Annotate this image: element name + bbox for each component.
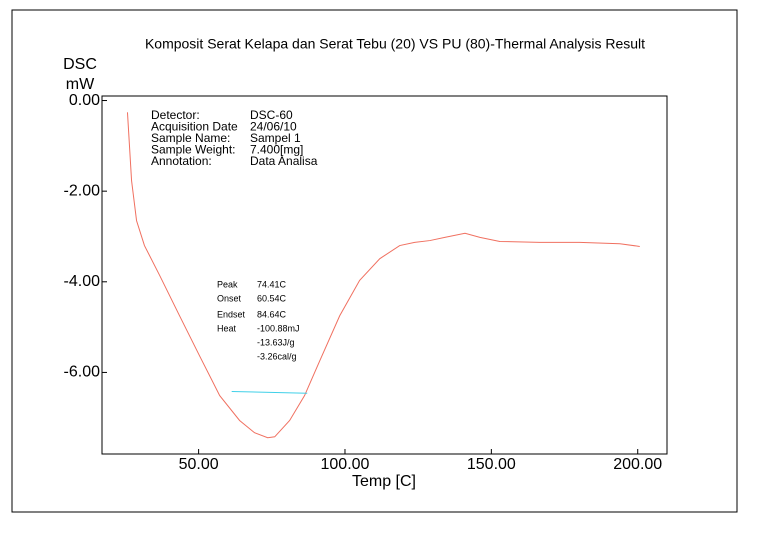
y-tick-label: -4.00 [64, 273, 101, 290]
info-label: Sample Name: [151, 131, 230, 145]
peak-label: Endset [217, 309, 246, 319]
info-value: 24/06/10 [250, 120, 297, 134]
info-value: DSC-60 [250, 108, 293, 122]
peak-value: 84.64C [257, 309, 287, 319]
x-tick-label: 200.00 [613, 456, 662, 473]
peak-value: 74.41C [257, 279, 287, 289]
info-value: Sampel 1 [250, 131, 301, 145]
info-value: Data Analisa [250, 154, 318, 168]
y-tick-label: 0.00 [69, 92, 100, 109]
info-label: Detector: [151, 108, 200, 122]
info-label: Annotation: [151, 154, 212, 168]
chart-title: Komposit Serat Kelapa dan Serat Tebu (20… [145, 36, 645, 52]
frame [11, 9, 738, 513]
y-axis-label: DSC [63, 56, 97, 73]
info-label: Acquisition Date [151, 120, 238, 134]
peak-label: Heat [217, 323, 237, 333]
peak-label: Onset [217, 293, 242, 303]
plot-area [101, 95, 668, 455]
x-tick-label: 50.00 [179, 456, 219, 473]
x-tick-label: 150.00 [467, 456, 516, 473]
y-tick-label: -6.00 [64, 364, 101, 381]
y-tick-label: -2.00 [64, 182, 101, 199]
x-tick-label: 100.00 [321, 456, 370, 473]
peak-label: Peak [217, 279, 238, 289]
series-line [231, 390, 308, 394]
y-axis-label: mW [66, 76, 95, 93]
peak-value: -100.88mJ [257, 323, 300, 333]
peak-value: 60.54C [257, 293, 287, 303]
peak-value: -3.26cal/g [257, 351, 297, 361]
series-line [126, 112, 640, 439]
peak-value: -13.63J/g [257, 337, 295, 347]
x-axis-label: Temp [C] [352, 473, 416, 490]
info-label: Sample Weight: [151, 143, 236, 157]
info-value: 7.400[mg] [250, 143, 303, 157]
